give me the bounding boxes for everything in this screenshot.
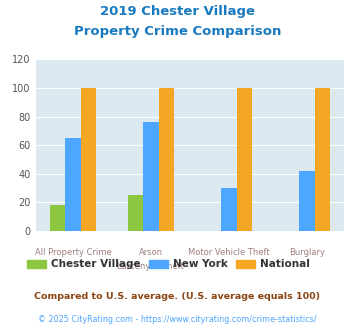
- Bar: [81, 88, 96, 231]
- Text: Arson: Arson: [139, 248, 163, 257]
- Text: All Property Crime: All Property Crime: [34, 248, 111, 257]
- Bar: [315, 88, 330, 231]
- Text: 2019 Chester Village: 2019 Chester Village: [100, 5, 255, 18]
- Bar: [143, 122, 159, 231]
- Bar: [221, 188, 237, 231]
- Bar: [65, 138, 81, 231]
- Text: Compared to U.S. average. (U.S. average equals 100): Compared to U.S. average. (U.S. average …: [34, 292, 321, 301]
- Bar: [50, 205, 65, 231]
- Text: Property Crime Comparison: Property Crime Comparison: [74, 25, 281, 38]
- Text: Larceny & Theft: Larceny & Theft: [118, 262, 184, 271]
- Text: © 2025 CityRating.com - https://www.cityrating.com/crime-statistics/: © 2025 CityRating.com - https://www.city…: [38, 315, 317, 324]
- Legend: Chester Village, New York, National: Chester Village, New York, National: [23, 255, 314, 274]
- Text: Burglary: Burglary: [289, 248, 325, 257]
- Bar: [237, 88, 252, 231]
- Bar: [299, 171, 315, 231]
- Bar: [127, 195, 143, 231]
- Bar: [159, 88, 174, 231]
- Text: Motor Vehicle Theft: Motor Vehicle Theft: [188, 248, 270, 257]
